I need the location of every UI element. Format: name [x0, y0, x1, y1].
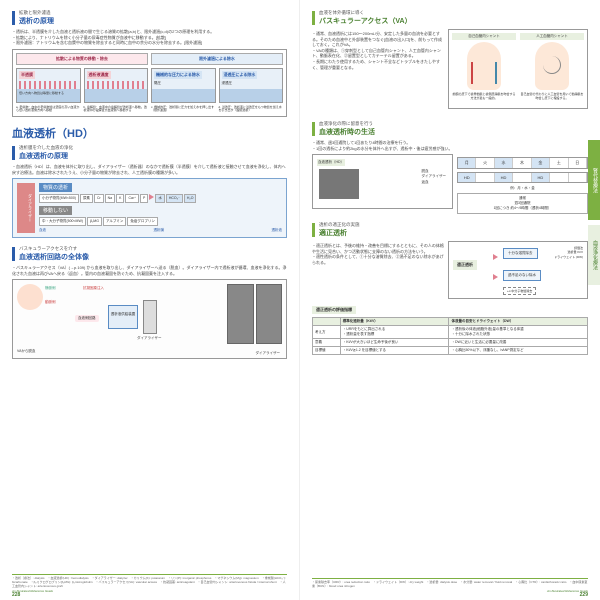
va-diagram: 自己血管内シャント 前腕の皮下で橈骨動脈と橈側皮静脈を吻合する方法が最も一般的。…: [448, 29, 588, 109]
small-molecules-row: 小分子物質(MW<500) 尿素 Cr Na K Ca²⁺ P 水 HCO₃⁻ …: [39, 194, 282, 203]
arrow-right-icon: [493, 274, 498, 280]
section-bar: [12, 146, 15, 160]
page-number: 229: [580, 592, 588, 598]
hd-schema: 血液透析（HD） 脱血 ダイアライザー 返血: [312, 154, 453, 209]
week-schedule: 月 火 水 木 金 土 日: [457, 157, 588, 169]
particles-icon: [19, 81, 78, 89]
diagram-c: 機械的な圧力による除水 陽圧: [151, 68, 216, 103]
section-adequate-dialysis: 透析の適正化の実施 適正透析 ・適正透析とは、予後の維持・改善を目標にするととも…: [312, 222, 588, 355]
section-hd-circuit: バスキュラーアクセスを介す 血液透析回路の全体像 ・バスキュラーアクセス（VA）…: [12, 246, 287, 359]
patient-icon: [17, 284, 43, 310]
section-hd-principle: 透析膜を介した血液の浄化 血液透析の原理 ・血液透析（HD）は、血液を体外に取り…: [12, 145, 287, 238]
machine-photo-2: [256, 284, 283, 344]
section-hd-life: 血液浄化の際に留意を行う 血液透析時の生活 ・通常、週3回通院して1回あたり4時…: [312, 121, 588, 214]
diffusion-header: 拡散による物質の移動・除去: [16, 53, 148, 65]
page-footer-right: ・尿素除去率（URR）: urea reduction ratio ・ドライウェ…: [312, 578, 588, 594]
dialyzer-icon: [143, 300, 157, 334]
page-number: 228: [12, 592, 20, 598]
adequate-diagram: 適正透析 十分な溶質除去 過不足のない除水 評価法 透析量 Kt/V ドライウェ…: [448, 241, 588, 299]
machine-photo-1: [227, 284, 254, 344]
dialyzer-label: ダイアライザー: [17, 183, 35, 233]
section-bar: [312, 11, 315, 25]
section-bar: [312, 223, 315, 237]
circuit-diagram: 静脈側 動脈側 VAから脱血 抗凝固薬注入 透析液供給装置 ダイアライザー ダイ…: [12, 279, 287, 359]
section-va: 血液を体外循環に導く バスキュラーアクセス（VA） ・通常、血液透析には150～…: [312, 10, 588, 113]
principle-diagram-box: 拡散による物質の移動・除去 限外濾過による除水 半透膜 低い方向へ物質は等量に移…: [12, 49, 287, 117]
arrow-right-icon: [149, 194, 154, 200]
arrow-right-icon: [493, 254, 498, 260]
side-tab: 腎代替療法: [588, 140, 600, 220]
section-bar: [12, 247, 15, 261]
section-dialysis-principle: 拡散と限外濾過 透析の原理 ・透析は、半透膜を介した血液と透析液の間で生じる溶質…: [12, 10, 287, 117]
page-right: 腎代替療法 血液浄化療法 血液を体外循環に導く バスキュラーアクセス（VA） ・…: [300, 0, 600, 600]
section-bar: [312, 122, 315, 136]
section-desc: ・透析は、半透膜を介した血液と透析液の間で生じる溶質の拡散(a,b)と、限外濾過…: [12, 29, 287, 46]
dialysate-supply-box: 透析液供給装置: [108, 305, 138, 329]
hd-membrane-diagram: ダイアライザー 物質の透析 小分子物質(MW<500) 尿素 Cr Na K C…: [12, 178, 287, 238]
page-left: 拡散と限外濾過 透析の原理 ・透析は、半透膜を介した血液と透析液の間で生じる溶質…: [0, 0, 300, 600]
section-title: 透析の原理: [19, 16, 54, 26]
page-footer-left: ・透析［療法］: dialysis ・血液透析(HD) : hemodialys…: [12, 574, 287, 594]
hand-icon: [535, 42, 569, 90]
diagram-d: 浸透圧による除水 浸透圧: [219, 68, 284, 103]
diagram-b: 透析液濃度: [84, 68, 149, 103]
hd-main-title: 血液透析（HD）: [12, 125, 287, 141]
adequate-table: 標準化透析量（Kt/V） 体液量の目安とドライウェイト（DW） 考え方 ・URR…: [312, 317, 588, 355]
hand-icon: [467, 42, 501, 90]
section-bar: [12, 11, 15, 25]
ultrafiltration-header: 限外濾過による除水: [151, 53, 283, 65]
side-tab-2: 血液浄化療法: [588, 225, 600, 285]
particles-icon: [87, 81, 146, 89]
diagram-a: 半透膜 低い方向へ物質は等量に移動する: [16, 68, 81, 103]
hd-photo: [319, 169, 359, 199]
